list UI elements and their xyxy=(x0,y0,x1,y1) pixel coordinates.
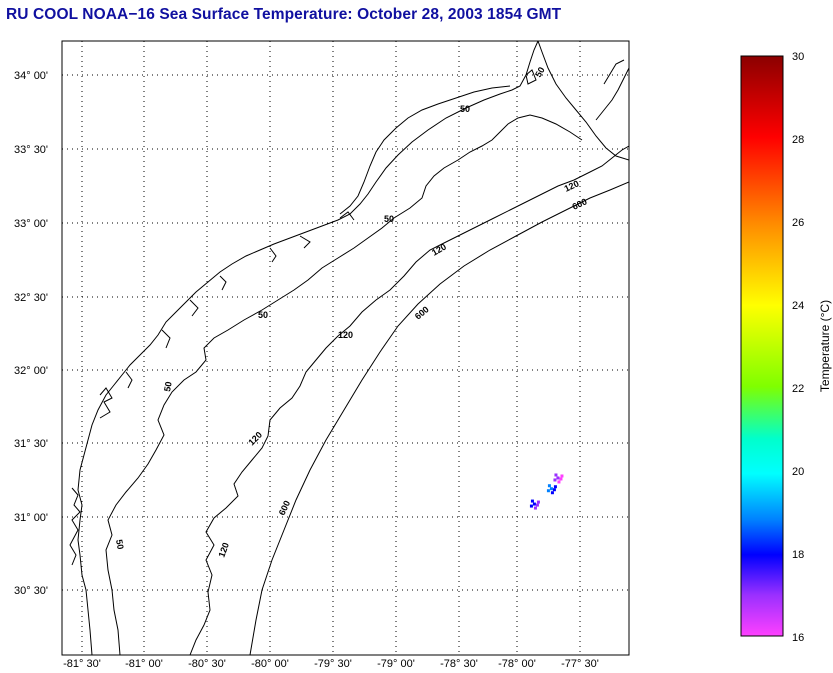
contour-label-120: 120 xyxy=(216,541,231,559)
sst-pixel xyxy=(557,480,561,484)
map-title: RU COOL NOAA−16 Sea Surface Temperature:… xyxy=(6,6,562,23)
sound-coast xyxy=(537,41,629,161)
sst-pixel xyxy=(547,484,551,488)
lon-tick-label: -78° 30' xyxy=(440,658,478,670)
sst-pixel xyxy=(530,499,534,503)
lon-tick-label: -80° 00' xyxy=(251,658,289,670)
colorbar-tick-label: 30 xyxy=(792,51,804,63)
contour-label-50: 50 xyxy=(384,214,394,224)
sst-pixel xyxy=(553,478,557,482)
sst-pixel xyxy=(550,491,554,495)
sst-pixel xyxy=(535,503,539,507)
isobath-50m-inner xyxy=(339,85,511,215)
sst-pixel xyxy=(559,477,563,481)
sst-pixel xyxy=(546,489,550,493)
lon-tick-label: -81° 30' xyxy=(63,658,101,670)
contour-label-50: 50 xyxy=(460,104,470,114)
sst-pixel xyxy=(552,488,556,492)
lat-tick-label: 33° 30' xyxy=(14,144,48,156)
colorbar-tick-label: 26 xyxy=(792,217,804,229)
coastline xyxy=(77,41,539,655)
contour-label-50: 50 xyxy=(258,310,268,320)
sst-patch xyxy=(553,473,564,484)
map-frame xyxy=(61,40,630,656)
contour-label-50: 50 xyxy=(114,539,126,551)
lat-tick-label: 30° 30' xyxy=(14,585,48,597)
sst-pixel xyxy=(554,473,558,477)
lat-tick-label: 31° 30' xyxy=(14,438,48,450)
colorbar-tick-label: 18 xyxy=(792,549,804,561)
contour-label-120: 120 xyxy=(338,330,353,340)
isobath-50m xyxy=(105,114,583,655)
lon-tick-label: -79° 30' xyxy=(314,658,352,670)
colorbar-tick-label: 20 xyxy=(792,466,804,478)
sst-pixel xyxy=(556,476,560,480)
lon-tick-label: -78° 00' xyxy=(498,658,536,670)
lat-tick-label: 33° 00' xyxy=(14,218,48,230)
sst-patch xyxy=(529,499,540,510)
sst-pixel xyxy=(529,504,533,508)
sst-pixel xyxy=(532,502,536,506)
sst-pixel xyxy=(549,487,553,491)
isobath-600m xyxy=(249,181,629,655)
lat-tick-label: 31° 00' xyxy=(14,512,48,524)
lon-tick-label: -77° 30' xyxy=(561,658,599,670)
isobath-120m xyxy=(189,145,629,655)
colorbar-tick-label: 16 xyxy=(792,632,804,644)
lat-tick-label: 34° 00' xyxy=(14,70,48,82)
lon-tick-label: -79° 00' xyxy=(377,658,415,670)
lat-tick-label: 32° 30' xyxy=(14,292,48,304)
coastline-detail xyxy=(69,69,537,566)
lon-tick-label: -81° 00' xyxy=(125,658,163,670)
colorbar-tick-label: 22 xyxy=(792,383,804,395)
sst-patch xyxy=(546,484,557,495)
lat-tick-label: 32° 00' xyxy=(14,365,48,377)
colorbar-tick-label: 28 xyxy=(792,134,804,146)
colorbar-label: Temperature (°C) xyxy=(818,300,832,392)
sst-pixel xyxy=(560,474,564,478)
sst-pixel xyxy=(536,500,540,504)
lon-tick-label: -80° 30' xyxy=(188,658,226,670)
contour-label-50: 50 xyxy=(162,381,174,393)
contour-label-50: 50 xyxy=(533,65,547,79)
colorbar xyxy=(740,55,784,637)
colorbar-tick-label: 24 xyxy=(792,300,804,312)
sst-pixel xyxy=(553,485,557,489)
sst-pixel xyxy=(533,506,537,510)
